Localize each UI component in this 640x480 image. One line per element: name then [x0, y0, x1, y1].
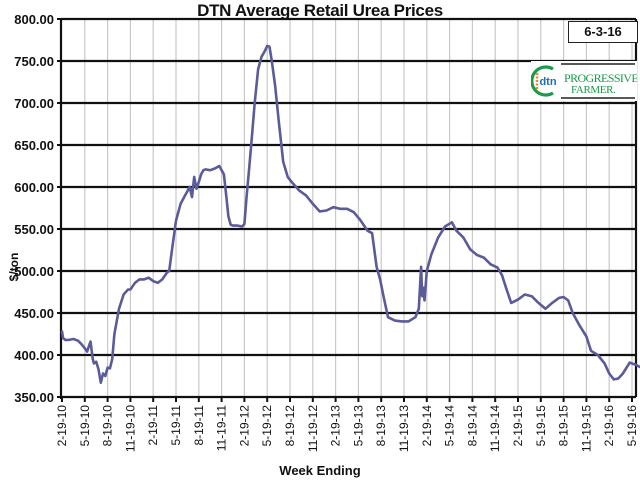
x-tick-label: 8-19-14: [465, 405, 479, 447]
x-tick-label: 2-19-10: [55, 405, 69, 447]
y-tick-label: 750.00: [14, 54, 54, 69]
chart-title: DTN Average Retail Urea Prices: [197, 1, 443, 20]
y-tick-label: 700.00: [14, 96, 54, 111]
x-tick-label: 2-19-14: [420, 405, 434, 447]
svg-text:FARMER.: FARMER.: [571, 84, 616, 96]
x-tick-label: 5-19-16: [625, 405, 639, 447]
x-tick-label: 2-19-16: [602, 405, 616, 447]
x-tick-label: 11-19-15: [579, 405, 593, 452]
x-tick-label: 5-19-14: [443, 405, 457, 447]
y-axis-label: $/ton: [7, 252, 21, 282]
x-tick-label: 11-19-12: [306, 405, 320, 452]
x-tick-label: 8-19-13: [374, 405, 388, 447]
x-tick-label: 11-19-13: [397, 405, 411, 452]
dtn-progressive-farmer-logo: dtn PROGRESSIVE FARMER.: [530, 61, 639, 101]
x-tick-label: 11-19-11: [215, 405, 229, 452]
y-tick-labels: 350.00 400.00 450.00 500.00 550.00 600.00 650.…: [14, 12, 54, 405]
x-tick-label: 5-19-11: [169, 405, 183, 446]
urea-price-line: [60, 44, 640, 384]
x-tick-label: 2-19-15: [511, 405, 525, 447]
x-tick-label: 5-19-12: [260, 405, 274, 447]
y-tick-label: 550.00: [14, 222, 54, 237]
x-tick-label: 2-19-11: [146, 405, 160, 446]
x-tick-label: 8-19-10: [101, 405, 115, 447]
x-tick-label: 2-19-12: [237, 405, 251, 447]
logo-icon: dtn PROGRESSIVE FARMER.: [530, 63, 639, 99]
x-tick-label: 8-19-15: [557, 405, 571, 447]
y-tick-label: 650.00: [14, 138, 54, 153]
x-tick-label: 8-19-12: [283, 405, 297, 447]
y-tick-label: 500.00: [14, 264, 54, 279]
y-tick-label: 450.00: [14, 306, 54, 321]
y-tick-label: 350.00: [14, 390, 54, 405]
date-label-box: 6-3-16: [568, 21, 638, 43]
x-tick-label: 5-19-13: [351, 405, 365, 447]
x-tick-label: 8-19-11: [192, 405, 206, 446]
svg-text:PROGRESSIVE: PROGRESSIVE: [564, 71, 637, 85]
x-tick-label: 11-19-10: [123, 405, 137, 452]
x-tick-labels: 2-19-10 5-19-10 8-19-10 11-19-10 2-19-11 5-19…: [55, 405, 639, 452]
horizontal-gridlines: [61, 17, 636, 399]
x-tick-label: 5-19-10: [78, 405, 92, 447]
x-tick-label: 2-19-13: [329, 405, 343, 447]
svg-text:dtn: dtn: [539, 76, 556, 88]
x-axis-label: Week Ending: [279, 463, 361, 478]
y-tick-label: 400.00: [14, 348, 54, 363]
x-tick-label: 11-19-14: [488, 405, 502, 452]
y-tick-label: 600.00: [14, 180, 54, 195]
y-tick-label: 800.00: [14, 12, 54, 27]
x-tick-label: 5-19-15: [534, 405, 548, 447]
